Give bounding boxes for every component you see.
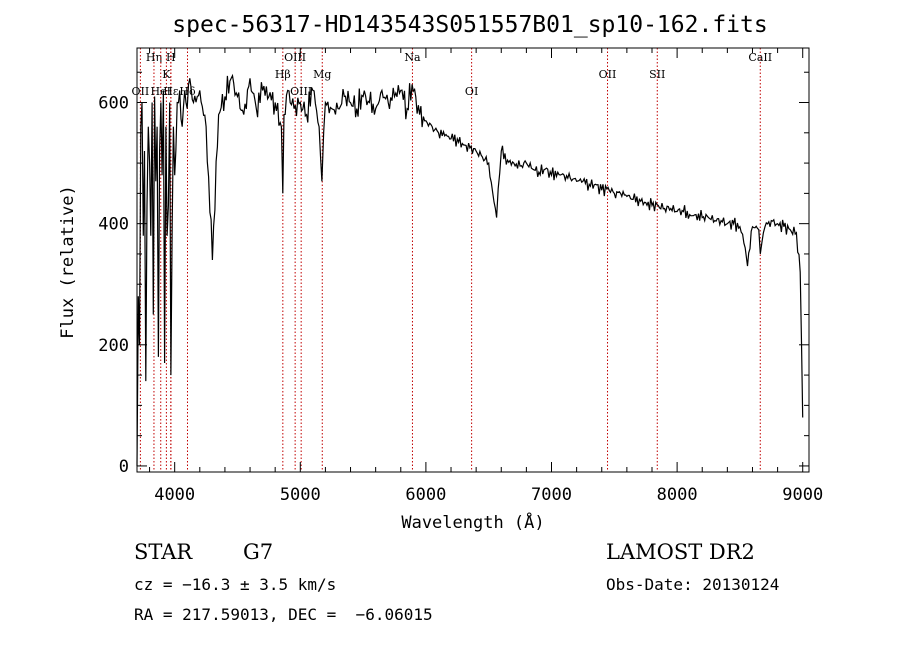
line-marker-label: OI [465, 85, 478, 98]
y-tick-label: 600 [98, 94, 129, 114]
line-marker-label: Mg [313, 68, 331, 81]
line-marker-label: Hε [163, 85, 179, 98]
line-marker-label: CaII [748, 51, 772, 64]
survey-name: LAMOST DR2 [606, 540, 755, 564]
y-axis-label: Flux (relative) [58, 185, 78, 339]
x-tick-label: 8000 [657, 485, 698, 505]
observation-date: Obs-Date: 20130124 [606, 575, 780, 594]
subclass: G7 [243, 540, 274, 564]
chart-title: spec-56317-HD143543S051557B01_sp10-162.f… [172, 12, 767, 38]
line-marker-label: OII [132, 85, 150, 98]
line-marker-label: K [162, 68, 171, 81]
y-tick-label: 200 [98, 336, 129, 356]
x-axis-label: Wavelength (Å) [401, 511, 544, 533]
spectrum-series [136, 73, 804, 466]
redshift-line: cz = −16.3 ± 3.5 km/s [134, 575, 337, 594]
x-tick-label: 6000 [405, 485, 446, 505]
plot-frame [136, 47, 810, 473]
coordinates-line: RA = 217.59013, DEC = −6.06015 [134, 605, 433, 624]
y-tick-label: 0 [119, 457, 129, 477]
line-marker-label: SII [649, 68, 665, 81]
axes: 4000 5000 6000 7000 8000 9000 0 200 400 600 [98, 48, 823, 505]
line-marker-label: Hη [146, 51, 162, 64]
line-marker-label: OIII [284, 51, 306, 64]
line-marker-label: Hβ [275, 68, 291, 81]
x-tick-label: 7000 [531, 485, 572, 505]
line-marker-label: HeI [151, 85, 171, 98]
spectrum-line [136, 73, 804, 466]
line-marker-label: H [166, 51, 176, 64]
line-marker-label: OIII [290, 85, 312, 98]
line-marker-label: Na [404, 51, 421, 64]
x-tick-label: 9000 [782, 485, 823, 505]
object-class: STAR [134, 540, 193, 564]
line-marker-label: OII [599, 68, 617, 81]
x-tick-label: 5000 [280, 485, 321, 505]
y-tick-label: 400 [98, 215, 129, 235]
x-tick-label: 4000 [154, 485, 195, 505]
